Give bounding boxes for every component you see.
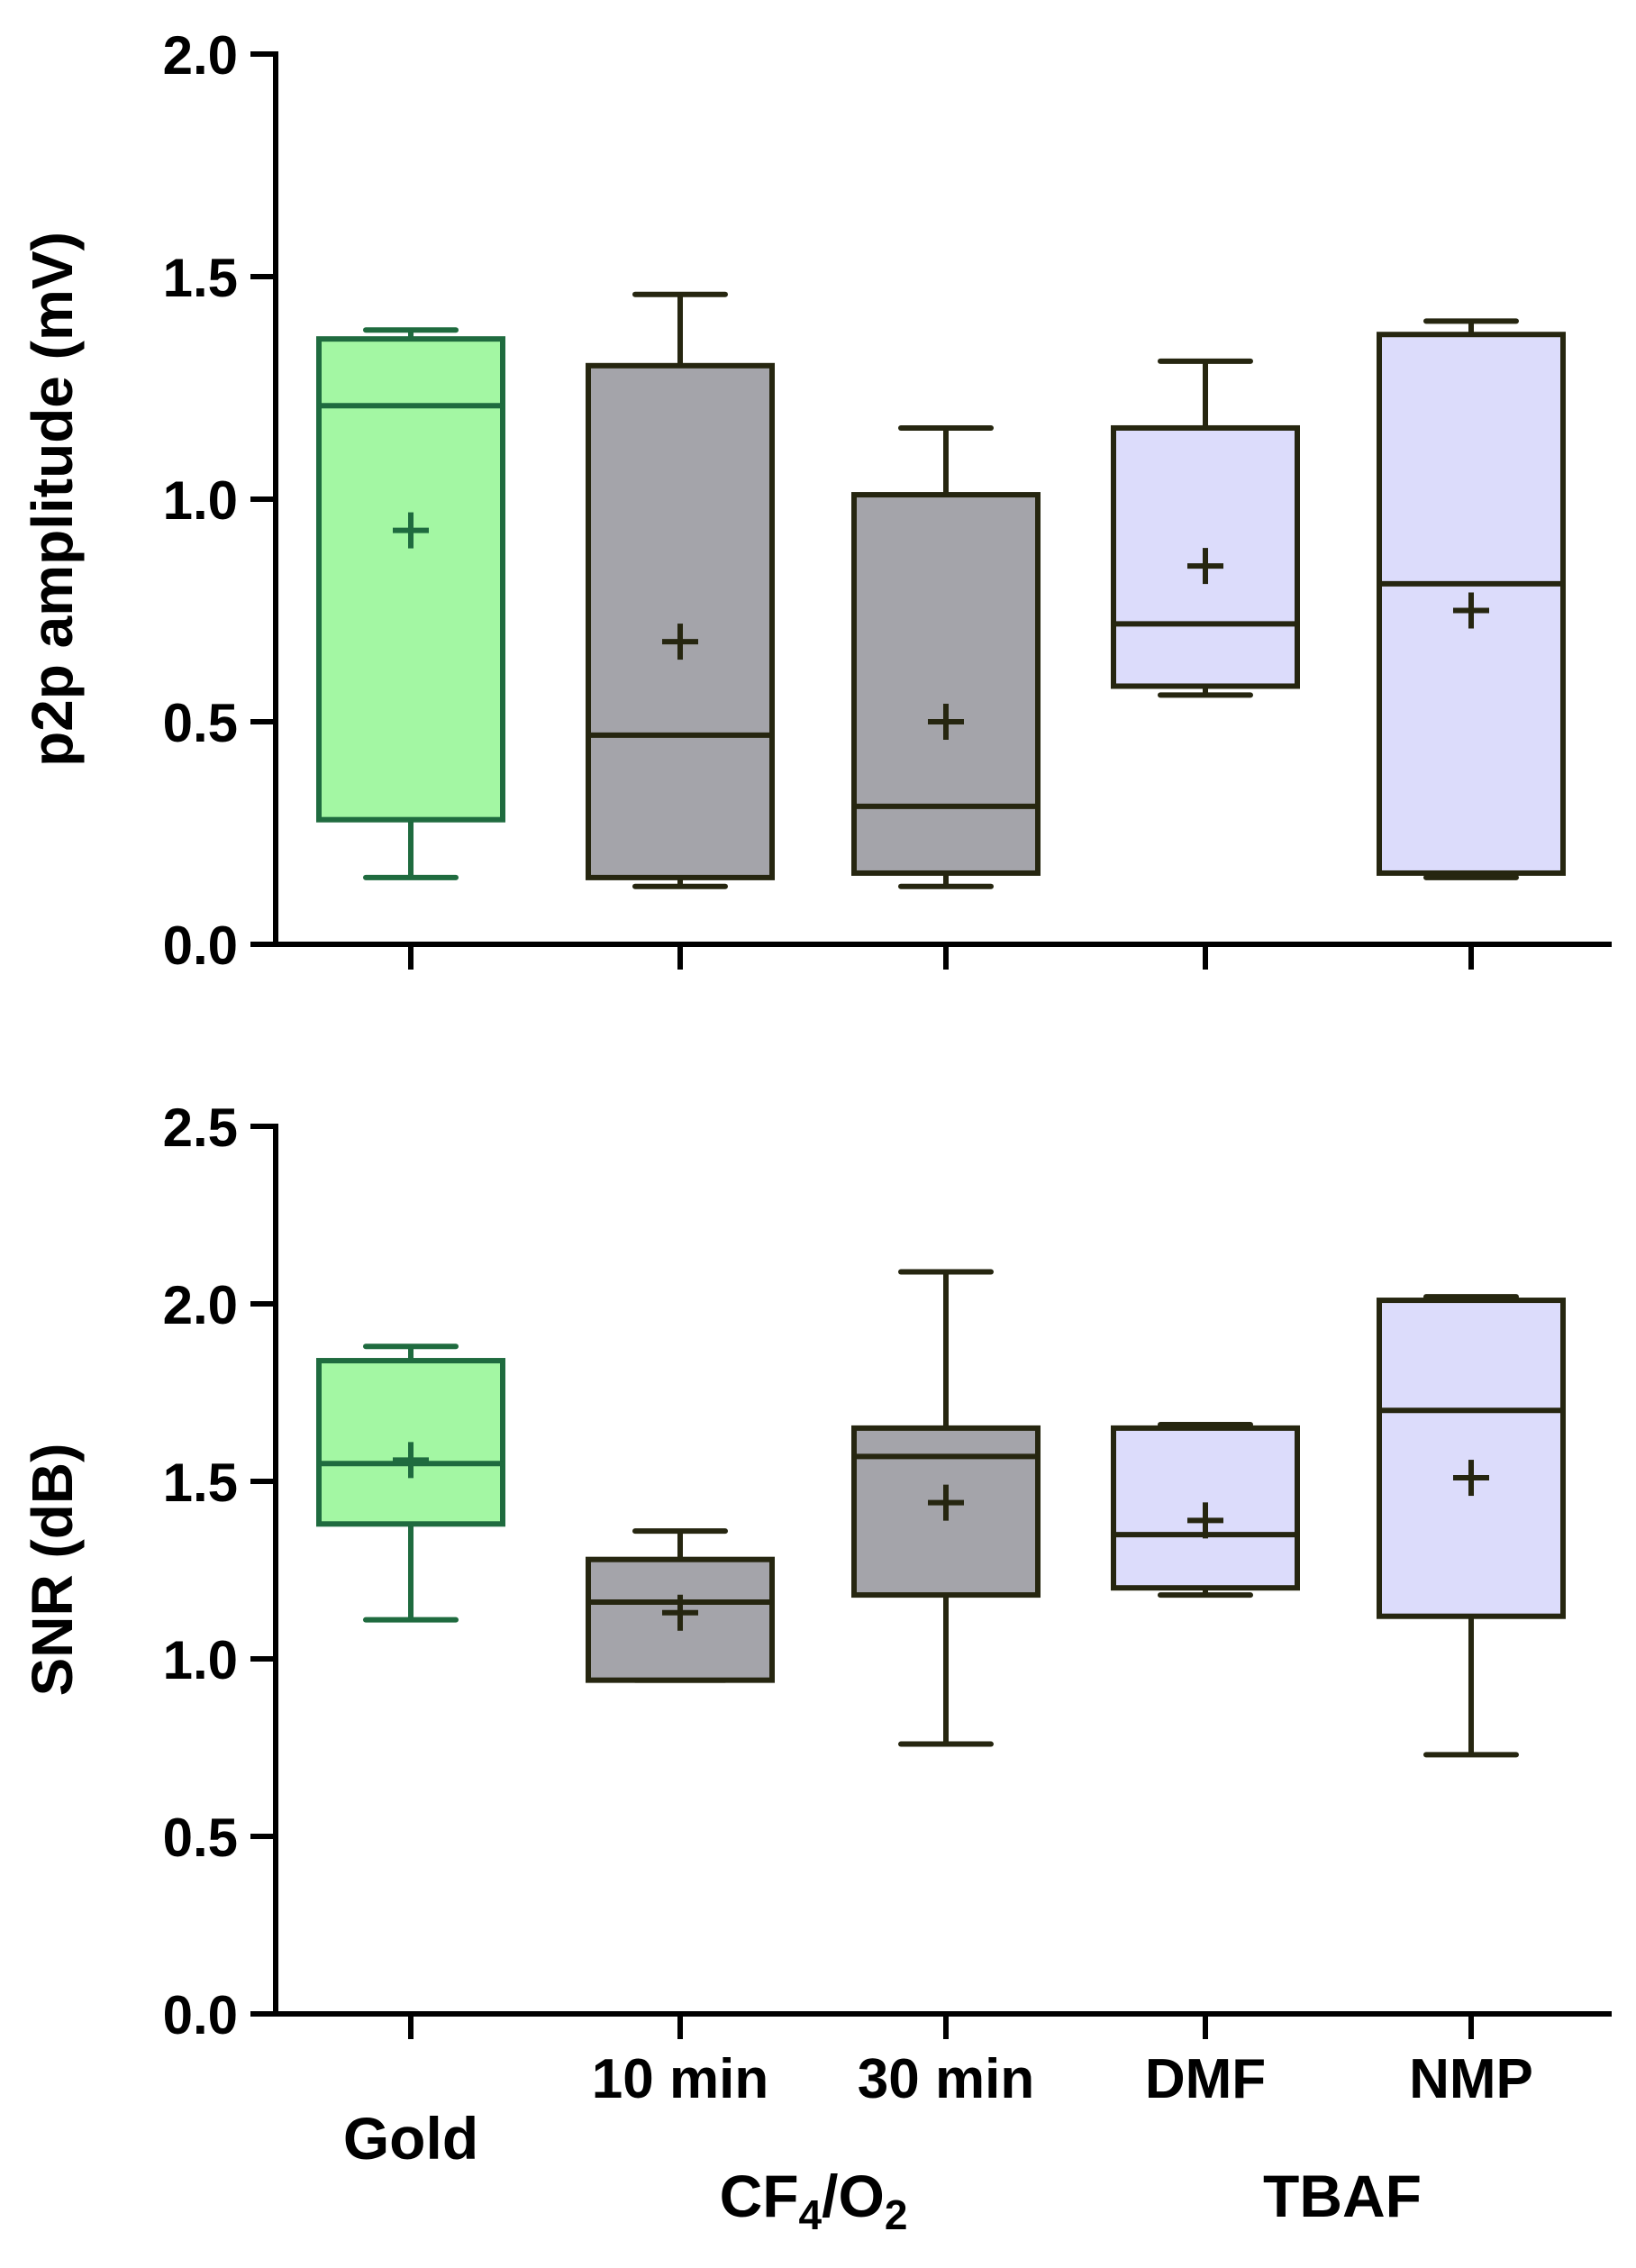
box-nmp [1377, 318, 1566, 880]
y-axis-label: SNR (dB) [20, 1444, 85, 1697]
box-nmp [1377, 1294, 1566, 1758]
p2p-amplitude-panel: p2p amplitude (mV) 0.0 0.5 1.0 1.5 2.0 [20, 25, 1612, 976]
y-axis-label: p2p amplitude (mV) [20, 232, 85, 767]
snr-panel: SNR (dB) 0.0 0.5 1.0 1.5 2.0 2.5 [20, 1098, 1612, 2045]
x-label-dmf: DMF [1145, 2048, 1266, 2110]
x-label-30min: 30 min [858, 2048, 1034, 2110]
box-dmf [1111, 358, 1300, 698]
cf4o2-cf: CF [720, 2163, 799, 2229]
box-iqr [1111, 424, 1300, 689]
cf4o2-slash-o: /O [822, 2163, 885, 2229]
box-iqr [316, 336, 505, 823]
y-tick-label: 0.5 [163, 693, 238, 753]
box-iqr [586, 362, 775, 880]
y-tick-label: 0.0 [163, 915, 238, 976]
box-iqr [1377, 1298, 1566, 1619]
y-tick-label: 2.5 [163, 1098, 238, 1158]
x-category-labels: Gold 10 min 30 min DMF NMP CF4/O2 TBAF [343, 2048, 1533, 2238]
y-tick-label: 1.5 [163, 1453, 238, 1513]
y-tick-label: 0.5 [163, 1808, 238, 1868]
x-group-label-cf4o2: CF4/O2 [720, 2163, 908, 2238]
box-30-min [851, 1269, 1041, 1747]
y-tick-label: 1.0 [163, 1630, 238, 1690]
x-label-gold: Gold [343, 2105, 478, 2172]
y-tick-label: 1.0 [163, 470, 238, 531]
box-iqr [316, 1358, 505, 1527]
box-10-min [586, 1528, 775, 1683]
box-10-min [586, 291, 775, 889]
y-tick-label: 2.0 [163, 1275, 238, 1335]
y-tick-label: 0.0 [163, 1985, 238, 2045]
y-tick-label: 1.5 [163, 248, 238, 308]
cf4o2-sub2: 2 [885, 2191, 908, 2238]
y-tick-label: 2.0 [163, 25, 238, 86]
box-gold [316, 327, 505, 880]
box-gold [316, 1343, 505, 1623]
x-group-label-tbaf: TBAF [1263, 2163, 1422, 2229]
box-iqr [851, 492, 1041, 876]
box-dmf [1111, 1421, 1300, 1599]
cf4o2-sub4: 4 [799, 2191, 823, 2238]
x-label-10min: 10 min [592, 2048, 768, 2110]
box-30-min [851, 424, 1041, 889]
x-label-nmp: NMP [1409, 2048, 1533, 2110]
